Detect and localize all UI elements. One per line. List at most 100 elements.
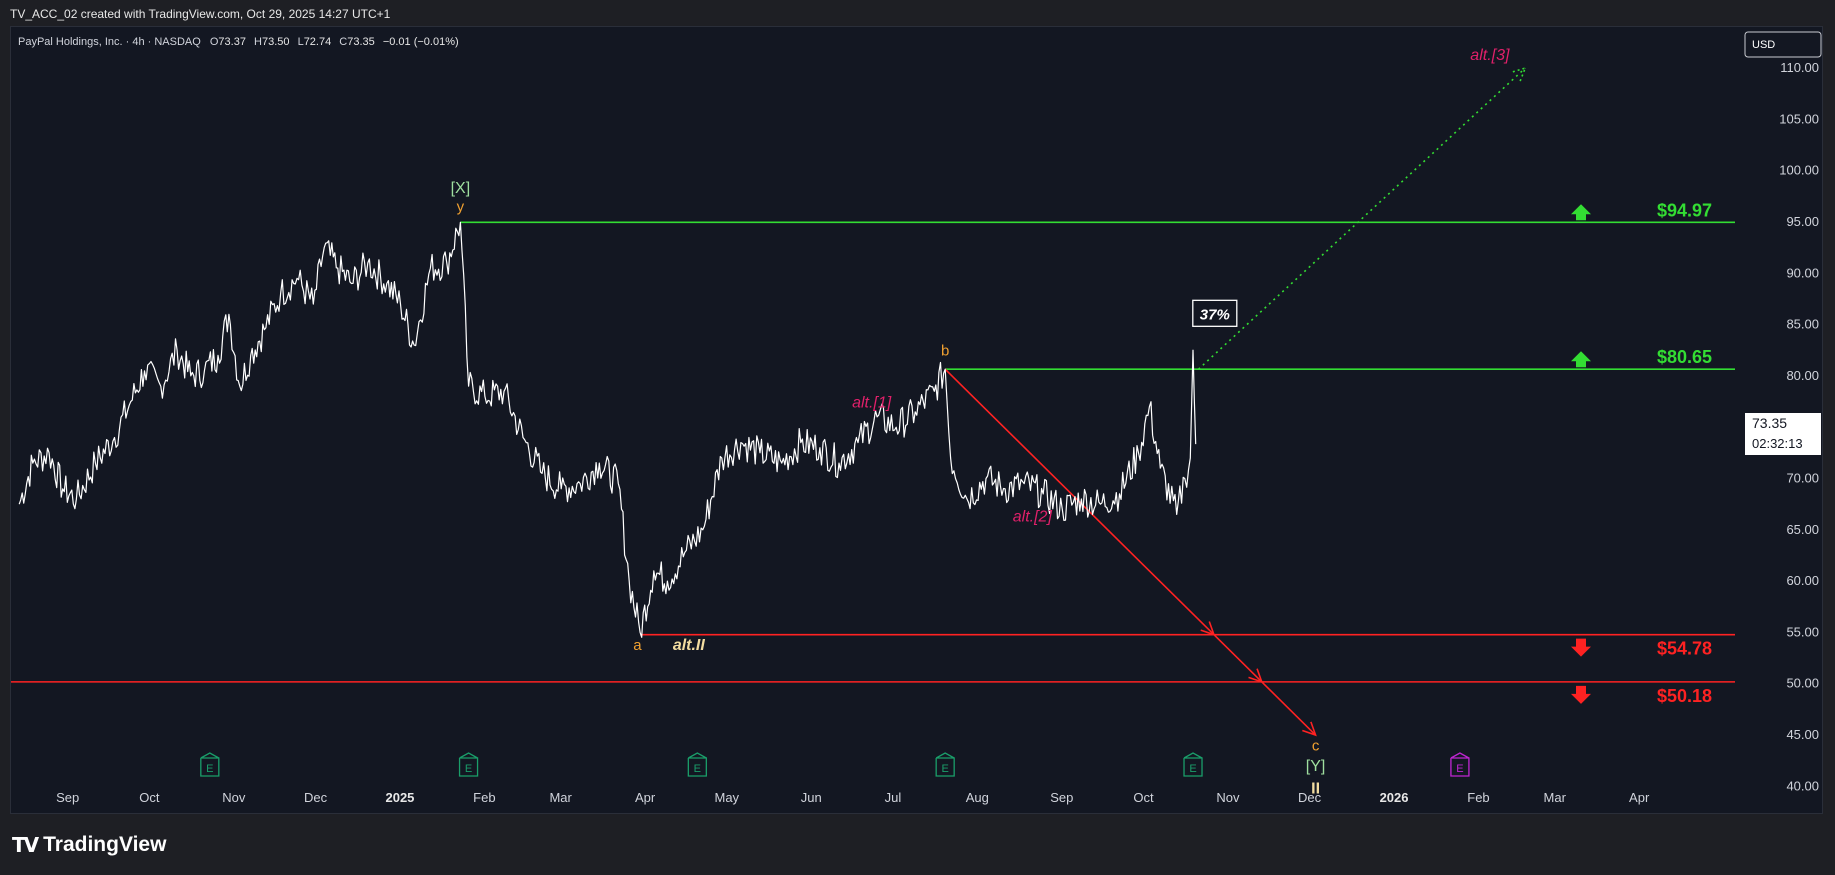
y-tick-label: 100.00 xyxy=(1779,163,1819,178)
y-tick-label: 50.00 xyxy=(1786,676,1819,691)
arrowhead-icon xyxy=(1200,621,1216,636)
earnings-icon[interactable]: E xyxy=(935,752,955,777)
projection-lines[interactable] xyxy=(944,66,1527,737)
wave-label: c xyxy=(1312,737,1320,754)
arrowhead-icon xyxy=(1248,668,1264,684)
wave-label: alt.II xyxy=(673,637,706,654)
y-tick-label: 55.00 xyxy=(1786,624,1819,639)
svg-text:E: E xyxy=(1189,763,1196,775)
time-axis[interactable]: Sep Oct Nov Dec 2025 Feb Mar Apr May Jun Jul Aug Sep… xyxy=(56,790,1650,805)
percent-callout: 37% xyxy=(1192,299,1238,327)
x-tick-label: Aug xyxy=(966,790,989,805)
x-tick-label: Feb xyxy=(473,790,495,805)
brand-name: TradingView xyxy=(43,833,167,856)
wave-label: alt.[3] xyxy=(1470,47,1510,64)
top-bar: TV_ACC_02 created with TradingView.com, … xyxy=(0,0,1835,26)
y-tick-label: 85.00 xyxy=(1786,317,1819,332)
tradingview-brand[interactable]: TV TradingView xyxy=(12,833,166,857)
arrow-down-icon xyxy=(1571,638,1591,657)
legend-low-label: L xyxy=(298,36,304,48)
y-tick-label: 95.00 xyxy=(1786,214,1819,229)
y-tick-label: 80.00 xyxy=(1786,368,1819,383)
earnings-icon[interactable]: E xyxy=(458,752,479,777)
x-tick-label: Feb xyxy=(1467,790,1489,805)
wave-label: a xyxy=(633,637,642,654)
legend-low: 72.74 xyxy=(304,36,332,48)
svg-text:E: E xyxy=(206,763,213,775)
y-tick-label: 105.00 xyxy=(1779,111,1819,126)
arrowhead-icon xyxy=(1302,721,1317,737)
earnings-icon[interactable]: E xyxy=(1450,752,1470,777)
earnings-icon[interactable]: E xyxy=(687,752,707,777)
x-tick-label: Apr xyxy=(1629,790,1650,805)
bar-countdown: 02:32:13 xyxy=(1752,436,1803,451)
y-tick-label: 40.00 xyxy=(1786,778,1819,793)
level-price-label: $94.97 xyxy=(1657,200,1712,220)
level-labels: $94.97 $80.65 $54.78 $50.18 xyxy=(1571,200,1712,706)
wave-label: II xyxy=(1311,781,1320,798)
y-tick-label: 90.00 xyxy=(1786,265,1819,280)
chart-caption: TV_ACC_02 created with TradingView.com, … xyxy=(10,7,391,21)
x-tick-label: 2026 xyxy=(1380,790,1409,805)
x-tick-label: Oct xyxy=(1133,790,1154,805)
x-tick-label: 2025 xyxy=(385,790,414,805)
legend-close: 73.35 xyxy=(347,36,375,48)
last-price: 73.35 xyxy=(1752,415,1787,431)
level-price-label: $80.65 xyxy=(1657,347,1712,367)
arrow-down-icon xyxy=(1571,685,1591,704)
wave-labels: [X] y b alt.[1] alt.[2] alt.[3] a alt.II c [Y] II xyxy=(451,47,1510,798)
ohlc-legend: PayPal Holdings, Inc. · 4h · NASDAQ O73.… xyxy=(18,36,459,48)
x-tick-label: May xyxy=(714,790,739,805)
level-price-label: $50.18 xyxy=(1657,686,1712,706)
legend-close-label: C xyxy=(339,36,347,48)
price-series-line xyxy=(18,221,1197,638)
currency-label: USD xyxy=(1752,39,1775,51)
bullish-projection-line[interactable] xyxy=(1197,67,1526,370)
callout-box xyxy=(1192,299,1238,327)
arrow-up-icon xyxy=(1571,351,1591,368)
svg-text:E: E xyxy=(942,763,949,775)
legend-high-label: H xyxy=(254,36,262,48)
earnings-icon[interactable]: E xyxy=(1183,752,1203,777)
y-tick-label: 60.00 xyxy=(1786,573,1819,588)
currency-button[interactable]: USD xyxy=(1744,31,1822,58)
x-tick-label: Sep xyxy=(1050,790,1073,805)
wave-label: alt.[1] xyxy=(852,395,892,412)
x-tick-label: Sep xyxy=(56,790,79,805)
callout-text: 37% xyxy=(1200,306,1230,323)
svg-text:PayPal Holdings, Inc. · 4h · N: PayPal Holdings, Inc. · 4h · NASDAQ O73.… xyxy=(18,36,459,48)
x-tick-label: Dec xyxy=(1298,790,1322,805)
wave-label: b xyxy=(941,342,949,359)
wave-label: [Y] xyxy=(1306,758,1326,775)
x-tick-label: Jul xyxy=(885,790,902,805)
legend-open: 73.37 xyxy=(218,36,246,48)
legend-high: 73.50 xyxy=(262,36,290,48)
wave-label: [X] xyxy=(451,180,471,197)
x-tick-label: Nov xyxy=(222,790,246,805)
y-tick-label: 65.00 xyxy=(1786,522,1819,537)
y-tick-label: 45.00 xyxy=(1786,727,1819,742)
price-tag: 73.35 02:32:13 xyxy=(1745,413,1821,455)
x-tick-label: Nov xyxy=(1216,790,1240,805)
y-tick-label: 110.00 xyxy=(1780,60,1819,75)
x-tick-label: Dec xyxy=(304,790,328,805)
y-tick-label: 70.00 xyxy=(1786,471,1819,486)
x-tick-label: Mar xyxy=(1544,790,1567,805)
level-lines[interactable] xyxy=(11,221,1735,683)
earnings-icon[interactable]: E xyxy=(200,752,220,777)
bearish-projection-line[interactable] xyxy=(944,368,1317,736)
svg-text:E: E xyxy=(694,763,701,775)
wave-label: alt.[2] xyxy=(1013,509,1053,526)
x-tick-label: Mar xyxy=(549,790,572,805)
arrow-up-icon xyxy=(1571,204,1591,221)
legend-open-label: O xyxy=(210,36,219,48)
level-price-label: $54.78 xyxy=(1657,639,1712,659)
wave-label: y xyxy=(457,199,465,216)
x-tick-label: Apr xyxy=(635,790,656,805)
footer: TV TradingView xyxy=(0,815,1835,875)
x-tick-label: Oct xyxy=(139,790,160,805)
arrowhead-icon xyxy=(1511,66,1527,82)
legend-change: −0.01 (−0.01%) xyxy=(383,36,459,48)
